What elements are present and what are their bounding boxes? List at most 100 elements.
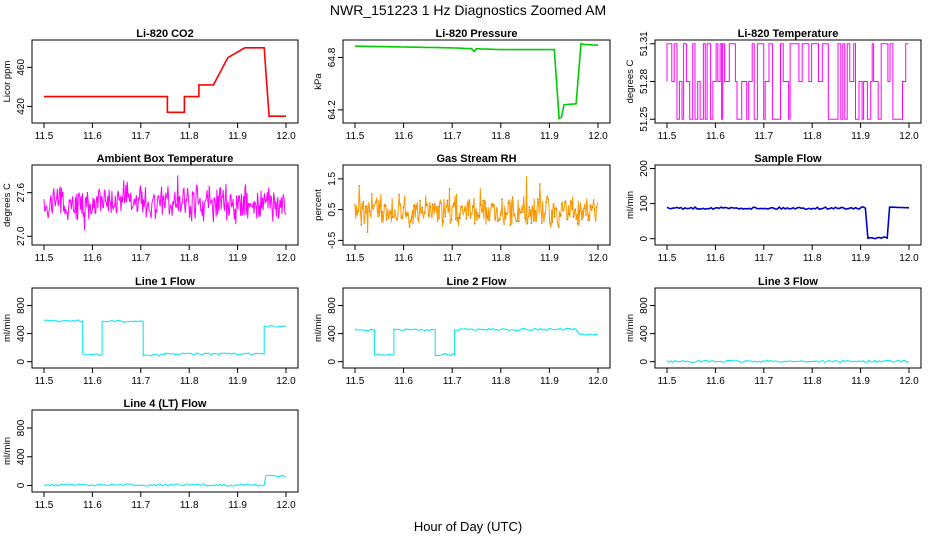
x-tick-label: 11.8	[803, 131, 822, 142]
x-tick-label: 11.5	[658, 131, 677, 142]
series-point	[503, 223, 505, 225]
series-point	[543, 220, 545, 222]
panel-title: Gas Stream RH	[436, 153, 516, 165]
series-line	[354, 175, 599, 233]
series-point	[368, 210, 371, 213]
x-tick-label: 12.0	[588, 131, 608, 142]
y-tick-label: 1.5	[327, 171, 338, 185]
series-point	[406, 214, 409, 216]
plot-frame	[342, 39, 611, 124]
panel-title: Li-820 Pressure	[436, 28, 518, 40]
series-point	[413, 204, 415, 207]
y-tick-label: 0.5	[327, 202, 338, 216]
x-tick-label: 11.9	[228, 131, 247, 142]
x-tick-label: 11.8	[180, 253, 199, 264]
y-axis-label: ml/min	[625, 314, 636, 342]
x-tick-label: 11.7	[754, 131, 773, 142]
y-tick-label: 460	[16, 59, 27, 76]
series-point	[356, 213, 358, 216]
series-point	[417, 217, 419, 220]
series-point	[465, 218, 468, 220]
y-tick-label: 64.8	[327, 47, 338, 67]
y-tick-label: 51.31	[639, 31, 650, 56]
series-point	[526, 222, 528, 225]
x-tick-label: 11.7	[754, 376, 773, 387]
x-tick-label: 11.6	[83, 131, 102, 142]
series-point	[404, 213, 407, 215]
series-point	[438, 217, 440, 220]
plot-frame	[654, 164, 922, 246]
series-point	[557, 226, 560, 228]
series-point	[455, 218, 457, 220]
x-tick-label: 11.6	[706, 131, 725, 142]
series-point	[583, 207, 585, 210]
series-point	[560, 214, 562, 216]
series-point	[593, 208, 596, 211]
series-point	[553, 215, 556, 218]
series-point	[436, 206, 438, 208]
series-point	[381, 210, 384, 213]
series-point	[444, 215, 447, 218]
series-point	[421, 206, 424, 209]
panel-10: Line 4 (LT) Flow 11.5 11.6 11.7 11.8 11.9 12.0…	[2, 398, 299, 511]
plot-frame	[342, 164, 611, 246]
y-axis-label: kPa	[313, 73, 324, 90]
y-tick-label: 0	[639, 235, 650, 241]
series-point	[366, 231, 369, 233]
panel-title: Ambient Box Temperature	[97, 153, 234, 165]
series-point	[385, 218, 388, 221]
plot-frame	[342, 287, 611, 369]
x-tick-label: 12.0	[276, 500, 296, 511]
y-axis-label: ml/min	[2, 314, 13, 342]
plot-frame	[31, 287, 299, 369]
x-tick-label: 12.0	[899, 253, 919, 264]
x-tick-label: 11.7	[131, 500, 150, 511]
y-axis-label: degrees C	[2, 183, 13, 227]
x-tick-label: 11.7	[131, 131, 150, 142]
series-point	[581, 218, 583, 221]
y-tick-label: 400	[16, 325, 27, 342]
series-point	[505, 212, 508, 215]
series-point	[499, 218, 501, 221]
series-line	[666, 43, 909, 120]
panel-7: Line 1 Flow 11.5 11.6 11.7 11.8 11.9 12.0 0 400 8…	[2, 276, 299, 387]
x-tick-label: 11.6	[394, 253, 413, 264]
series-point	[574, 208, 577, 211]
series-line	[354, 42, 599, 121]
series-point	[480, 204, 482, 206]
panel-title: Line 2 Flow	[447, 276, 507, 288]
series-point	[524, 217, 526, 220]
series-line	[44, 46, 286, 117]
series-point	[440, 202, 442, 205]
series-point	[452, 202, 455, 205]
series-point	[387, 217, 390, 220]
y-tick-label: 420	[16, 98, 27, 115]
series-point	[578, 210, 581, 212]
x-tick-label: 11.5	[35, 500, 54, 511]
series-point	[478, 214, 480, 217]
series-point	[431, 203, 434, 206]
plot-frame	[31, 39, 299, 124]
series-point	[434, 203, 436, 205]
panel-title: Li-820 CO2	[136, 28, 193, 40]
x-tick-label: 12.0	[588, 376, 608, 387]
series-point	[425, 204, 428, 207]
series-point	[408, 226, 411, 228]
series-point	[509, 224, 512, 226]
series-point	[587, 219, 589, 221]
series-point	[501, 198, 503, 200]
x-tick-label: 12.0	[588, 253, 608, 264]
series-point	[446, 199, 449, 202]
series-point	[461, 205, 463, 208]
x-tick-label: 11.7	[131, 376, 150, 387]
plot-frame	[31, 409, 299, 493]
series-point	[400, 217, 403, 219]
y-tick-label: 0	[16, 482, 27, 488]
x-tick-label: 11.5	[35, 253, 54, 264]
x-tick-label: 11.5	[346, 253, 365, 264]
series-line	[666, 359, 910, 364]
series-point	[576, 223, 579, 225]
series-point	[358, 185, 361, 187]
x-tick-label: 11.6	[394, 376, 413, 387]
